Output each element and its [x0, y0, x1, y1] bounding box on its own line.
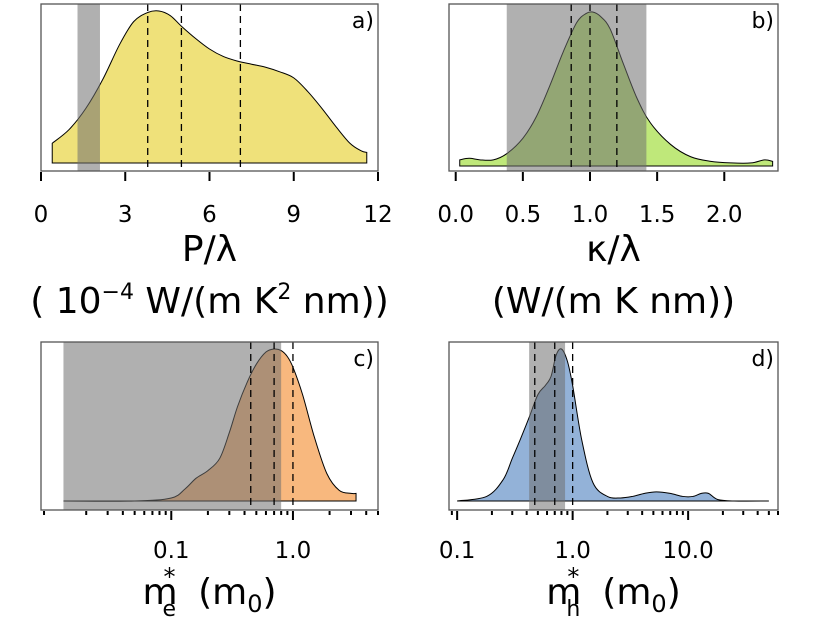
- x-axis-unit-part: ( 10: [30, 281, 101, 322]
- x-axis-unit-exponent: 2: [277, 280, 291, 305]
- panel-d: d) 0.1 1.0 10.0 m* h (m0): [439, 341, 779, 622]
- x-tick-label: 2.0: [706, 202, 743, 228]
- x-axis-unit-close: ): [262, 572, 276, 613]
- shaded-band: [77, 4, 100, 171]
- x-tick-label: 10.0: [663, 538, 714, 564]
- panel-b: b) 0.0 0.5 1.0 1.5 2.0 κ/λ (W/(m K nm)): [437, 3, 779, 322]
- x-tick-label: 0.1: [153, 538, 190, 564]
- shaded-band: [506, 4, 647, 171]
- panel-c: c) 0.1 1.0 m* e (m0): [40, 341, 379, 622]
- x-axis-ticks: 0.0 0.5 1.0 1.5 2.0: [437, 172, 743, 228]
- density-area: [51, 10, 368, 164]
- dashed-lines: [529, 342, 574, 510]
- x-axis-unit-subscript: 0: [651, 590, 666, 618]
- dashed-lines: [506, 4, 647, 171]
- x-axis-subscript: e: [163, 597, 177, 622]
- x-axis-title: P/λ: [182, 229, 237, 270]
- x-axis-symbol: m: [546, 572, 581, 613]
- x-axis-ticks: 0.1 1.0 10.0: [439, 511, 779, 564]
- x-axis-unit-part: nm)): [291, 281, 388, 322]
- plot-frame: [448, 3, 779, 172]
- x-tick-label: 1.0: [275, 538, 312, 564]
- plot-frame: [448, 341, 779, 511]
- x-axis-superscript: *: [164, 563, 176, 591]
- plot-frame: [40, 341, 379, 511]
- x-axis-subscript: h: [566, 597, 580, 622]
- x-axis-ticks: 0.1 1.0: [43, 511, 379, 564]
- x-axis-unit-close: ): [667, 572, 681, 613]
- x-axis-symbol: m: [142, 572, 177, 613]
- x-tick-label: 0.5: [505, 202, 542, 228]
- panel-label: d): [751, 347, 774, 372]
- x-axis-title: m* e (m0): [142, 563, 276, 622]
- x-axis-unit-subscript: 0: [247, 590, 262, 618]
- dashed-lines: [63, 342, 294, 510]
- x-axis-unit-open: (m: [602, 572, 651, 613]
- dashed-lines: [77, 4, 242, 171]
- shaded-band: [63, 342, 282, 510]
- x-tick-label: 0: [34, 202, 49, 228]
- x-tick-label: 0.0: [437, 202, 474, 228]
- density-curve: [457, 348, 769, 502]
- panel-label: c): [353, 347, 374, 372]
- x-axis-unit-exponent: −4: [102, 280, 134, 305]
- x-axis-unit: ( 10−4 W/(m K2 nm)): [30, 280, 389, 322]
- x-tick-label: 9: [286, 202, 301, 228]
- panel-label: b): [751, 9, 774, 34]
- x-axis-unit-open: (m: [198, 572, 247, 613]
- x-tick-label: 0.1: [439, 538, 476, 564]
- x-axis-ticks: 0 3 6 9 12: [34, 172, 393, 228]
- x-axis-unit: (W/(m K nm)): [492, 281, 735, 322]
- plot-frame: [40, 3, 379, 172]
- density-curve: [51, 10, 368, 164]
- x-axis-superscript: *: [567, 563, 579, 591]
- density-area: [457, 348, 769, 502]
- x-axis-unit-part: W/(m K: [134, 281, 279, 322]
- x-tick-label: 12: [363, 202, 392, 228]
- x-axis-title: κ/λ: [586, 229, 641, 270]
- panel-label: a): [352, 9, 374, 34]
- x-tick-label: 1.5: [639, 202, 676, 228]
- x-tick-label: 3: [118, 202, 133, 228]
- x-tick-label: 1.0: [554, 538, 591, 564]
- x-axis-title: m* h (m0): [546, 563, 680, 622]
- panel-a: a) 0 3 6 9 12 P/λ ( 10−4 W/(m K2 nm)): [30, 3, 393, 322]
- x-tick-label: 1.0: [572, 202, 609, 228]
- x-tick-label: 6: [202, 202, 217, 228]
